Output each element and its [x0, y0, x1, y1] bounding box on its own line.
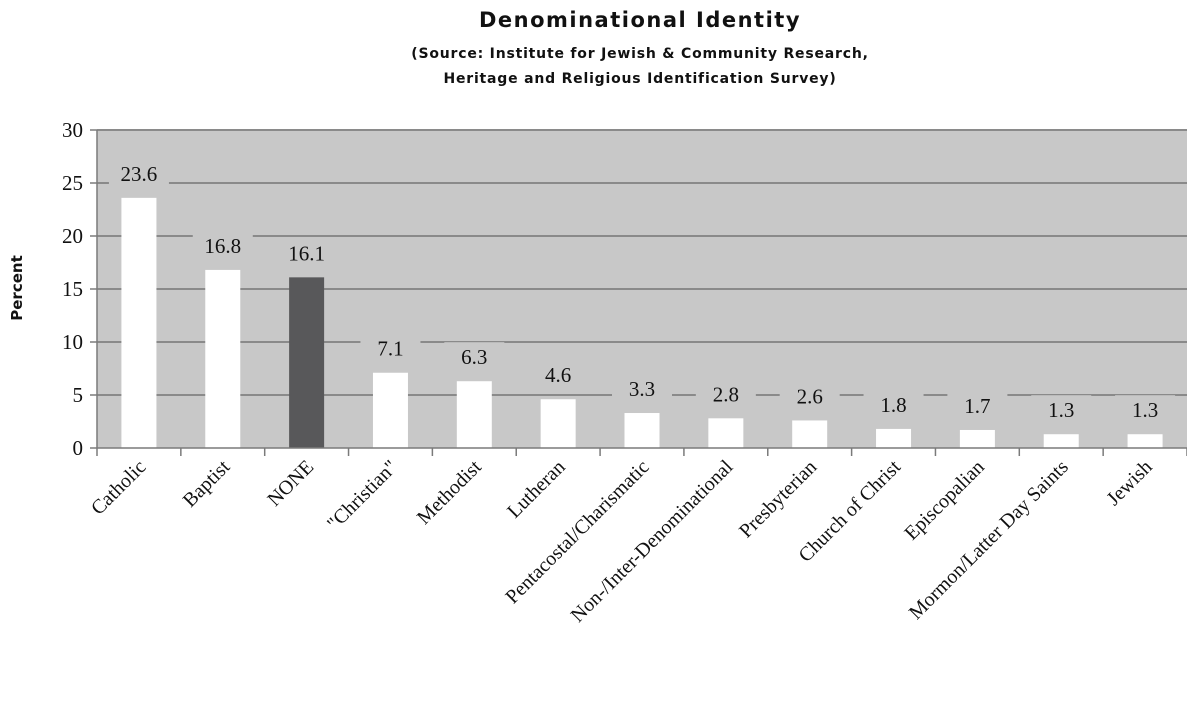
- y-tick-label: 0: [73, 436, 84, 460]
- data-label: 2.8: [713, 382, 739, 406]
- data-label: 1.8: [880, 393, 906, 417]
- data-label: 6.3: [461, 345, 487, 369]
- bar: [372, 372, 408, 448]
- bar: [289, 277, 325, 448]
- y-tick-label: 20: [62, 224, 83, 248]
- x-tick-label: Presbyterian: [735, 456, 821, 542]
- y-tick-label: 15: [62, 277, 83, 301]
- data-label: 3.3: [629, 377, 655, 401]
- data-label-background: [612, 374, 672, 403]
- x-tick-label: Episcopalian: [900, 456, 989, 545]
- data-labels: 23.6 16.8 16.1 7.1 6.3 4.6 3.3 2.8 2.6 1.8 1.7 1.3 1…: [108, 158, 1176, 424]
- data-label: 4.6: [545, 363, 571, 387]
- y-tick-labels: 0 5 10 15 20 25 30: [62, 118, 83, 460]
- bar: [708, 418, 744, 448]
- data-label-background: [863, 389, 924, 418]
- bar: [624, 413, 660, 448]
- data-label-background: [444, 342, 505, 371]
- data-label: 1.3: [1048, 398, 1074, 422]
- data-label: 16.1: [288, 241, 325, 265]
- x-tick-label: "Christian": [323, 456, 402, 535]
- x-tick-labels: Catholic Baptist NONE "Christian" Methodist L…: [87, 456, 1157, 627]
- x-tick-label: Catholic: [87, 456, 151, 520]
- y-tick-label: 10: [62, 330, 83, 354]
- axes: [90, 129, 1187, 456]
- bar: [205, 269, 241, 448]
- data-label: 1.7: [964, 394, 990, 418]
- bar: [456, 381, 492, 448]
- x-tick-label: Methodist: [413, 456, 486, 529]
- y-tick-label: 25: [62, 171, 83, 195]
- data-label-background: [360, 333, 421, 362]
- y-tick-label: 5: [73, 383, 84, 407]
- bar: [1043, 434, 1079, 448]
- data-label-background: [528, 360, 589, 389]
- data-label: 23.6: [121, 162, 158, 186]
- x-tick-label: Baptist: [179, 456, 235, 512]
- gridlines: [97, 129, 1187, 396]
- chart-subtitle-line-1: (Source: Institute for Jewish & Communit…: [411, 46, 868, 62]
- x-tick-label: Pentacostal/Charismatic: [501, 456, 653, 608]
- x-tick-label: Jewish: [1103, 456, 1157, 510]
- x-tick-label: NONE: [263, 456, 318, 511]
- data-label: 1.3: [1132, 398, 1158, 422]
- y-tick-label: 30: [62, 118, 83, 142]
- data-label: 2.6: [797, 384, 823, 408]
- y-axis-label: Percent: [8, 255, 26, 320]
- bar: [1127, 434, 1163, 448]
- bar: [876, 428, 912, 448]
- data-label-background: [779, 381, 840, 410]
- bar: [121, 197, 157, 448]
- data-label: 7.1: [377, 337, 403, 361]
- x-tick-label: Non-/Inter-Denominational: [567, 456, 738, 627]
- data-label-background: [1031, 395, 1092, 424]
- x-tick-label: Lutheran: [503, 456, 570, 523]
- data-label-background: [276, 238, 337, 267]
- bars: [121, 197, 1163, 448]
- bar: [792, 420, 828, 448]
- data-label-background: [947, 390, 1008, 419]
- data-label: 16.8: [204, 234, 241, 258]
- bar: [959, 429, 995, 448]
- data-label-background: [695, 379, 756, 408]
- data-label-background: [108, 158, 169, 187]
- chart-subtitle-line-2: Heritage and Religious Identification Su…: [443, 71, 836, 87]
- data-label-background: [1115, 395, 1176, 424]
- bar: [540, 399, 576, 448]
- x-tick-label: Mormon/Latter Day Saints: [905, 456, 1073, 624]
- data-label-background: [192, 230, 253, 259]
- chart-title: Denominational Identity: [479, 8, 801, 32]
